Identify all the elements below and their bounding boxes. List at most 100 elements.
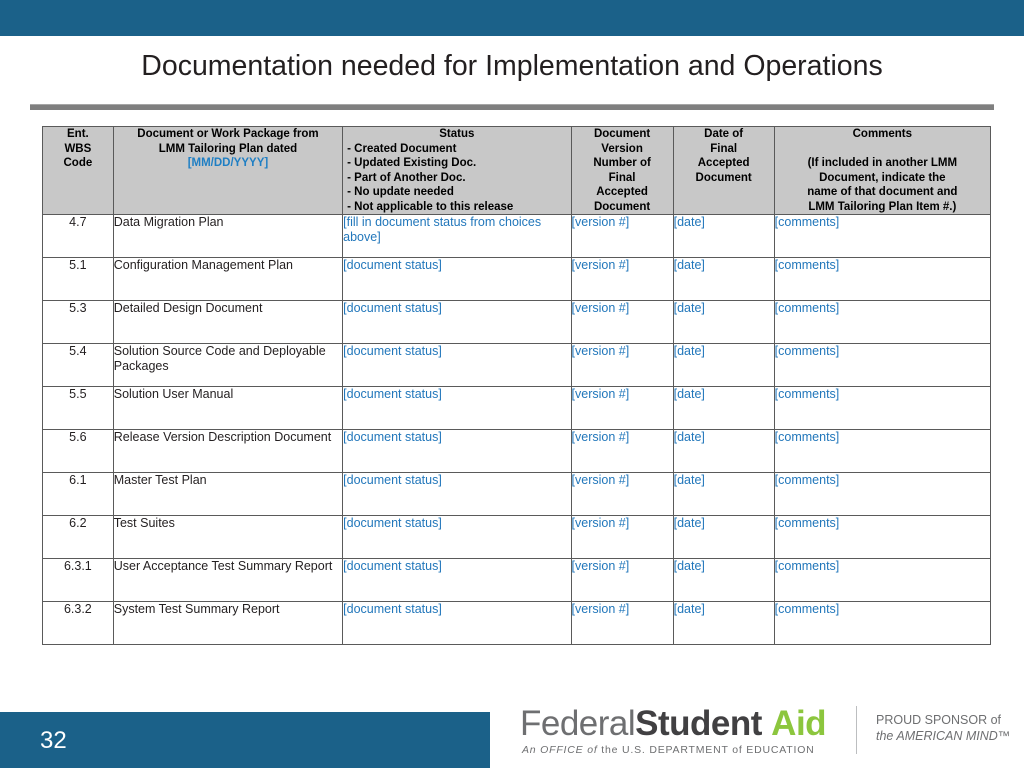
fsa-subtitle-rest: the U.S. DEPARTMENT of EDUCATION [601, 744, 815, 756]
wbs-header-line1: Ent. [67, 128, 89, 140]
wbs-header-line3: Code [63, 157, 93, 169]
document-header-line1: Document or Work Package from [137, 128, 319, 140]
cell-version[interactable]: [version #] [570, 515, 674, 559]
cell-wbs: 5.6 [42, 429, 114, 473]
status-header-title: Status [439, 128, 475, 140]
cell-document: User Acceptance Test Summary Report [112, 558, 344, 602]
cell-wbs: 6.3.1 [42, 558, 114, 602]
table-row: 6.1 Master Test Plan [document status] [… [42, 472, 992, 516]
status-option-4: - No update needed [347, 186, 454, 198]
cell-document: Detailed Design Document [112, 300, 344, 344]
document-header-date-token: [MM/DD/YYYY] [187, 157, 269, 169]
cell-status[interactable]: [document status] [342, 386, 572, 430]
cell-comments[interactable]: [comments] [773, 214, 992, 258]
column-header-date: Date of Final Accepted Document [672, 126, 775, 215]
fsa-aid-text: Aid [771, 704, 827, 743]
cell-date[interactable]: [date] [672, 300, 775, 344]
cell-date[interactable]: [date] [672, 386, 775, 430]
cell-version[interactable]: [version #] [570, 386, 674, 430]
cell-version[interactable]: [version #] [570, 429, 674, 473]
top-accent-bar [0, 0, 1024, 36]
table-row: 5.5 Solution User Manual [document statu… [42, 386, 992, 430]
cell-document: Solution Source Code and Deployable Pack… [112, 343, 344, 387]
documentation-table-wrap: Ent. WBS Code Document or Work Package f… [42, 126, 992, 645]
table-row: 6.2 Test Suites [document status] [versi… [42, 515, 992, 559]
cell-comments[interactable]: [comments] [773, 601, 992, 645]
date-header-line2: Final [710, 142, 738, 155]
cell-comments[interactable]: [comments] [773, 558, 992, 602]
cell-date[interactable]: [date] [672, 515, 775, 559]
cell-status[interactable]: [document status] [342, 343, 572, 387]
cell-status[interactable]: [document status] [342, 257, 572, 301]
table-header: Ent. WBS Code Document or Work Package f… [42, 126, 992, 215]
table-row: 4.7 Data Migration Plan [fill in documen… [42, 214, 992, 258]
cell-comments[interactable]: [comments] [773, 386, 992, 430]
cell-date[interactable]: [date] [672, 601, 775, 645]
documentation-table: Ent. WBS Code Document or Work Package f… [42, 126, 992, 645]
status-option-1: - Created Document [347, 142, 457, 155]
cell-status[interactable]: [document status] [342, 300, 572, 344]
cell-status[interactable]: [fill in document status from choices ab… [342, 214, 572, 258]
fsa-logo-wordmark: FederalStudent Aid [520, 704, 827, 744]
cell-comments[interactable]: [comments] [773, 429, 992, 473]
comments-header-line3: Document, indicate the [819, 171, 946, 184]
cell-date[interactable]: [date] [672, 214, 775, 258]
cell-version[interactable]: [version #] [570, 601, 674, 645]
cell-date[interactable]: [date] [672, 429, 775, 473]
cell-document: Configuration Management Plan [112, 257, 344, 301]
cell-comments[interactable]: [comments] [773, 300, 992, 344]
date-header-line3: Accepted [697, 157, 750, 169]
cell-document: Release Version Description Document [112, 429, 344, 473]
version-header-line6: Document [593, 200, 651, 213]
fsa-logo: FederalStudent Aid An OFFICE of the U.S.… [520, 700, 1020, 768]
cell-date[interactable]: [date] [672, 257, 775, 301]
table-row: 6.3.1 User Acceptance Test Summary Repor… [42, 558, 992, 602]
fsa-logo-subtitle: An OFFICE of the U.S. DEPARTMENT of EDUC… [522, 744, 815, 756]
status-option-3: - Part of Another Doc. [347, 171, 466, 184]
wbs-header-line2: WBS [64, 142, 92, 155]
table-row: 5.6 Release Version Description Document… [42, 429, 992, 473]
cell-document: System Test Summary Report [112, 601, 344, 645]
cell-date[interactable]: [date] [672, 343, 775, 387]
cell-version[interactable]: [version #] [570, 558, 674, 602]
footer-bar [0, 712, 490, 768]
cell-status[interactable]: [document status] [342, 601, 572, 645]
cell-document: Test Suites [112, 515, 344, 559]
table-row: 5.3 Detailed Design Document [document s… [42, 300, 992, 344]
version-header-line2: Version [601, 142, 643, 155]
cell-wbs: 5.1 [42, 257, 114, 301]
cell-comments[interactable]: [comments] [773, 472, 992, 516]
cell-comments[interactable]: [comments] [773, 515, 992, 559]
cell-date[interactable]: [date] [672, 472, 775, 516]
cell-status[interactable]: [document status] [342, 558, 572, 602]
cell-version[interactable]: [version #] [570, 300, 674, 344]
cell-wbs: 6.3.2 [42, 601, 114, 645]
column-header-comments: Comments (If included in another LMM Doc… [773, 126, 992, 215]
column-header-document: Document or Work Package from LMM Tailor… [112, 126, 344, 215]
version-header-line5: Accepted [596, 186, 648, 198]
column-header-status: Status - Created Document - Updated Exis… [342, 126, 572, 215]
cell-status[interactable]: [document status] [342, 472, 572, 516]
cell-version[interactable]: [version #] [570, 472, 674, 516]
cell-comments[interactable]: [comments] [773, 343, 992, 387]
cell-document: Data Migration Plan [112, 214, 344, 258]
fsa-federal-text: Federal [520, 704, 636, 743]
comments-header-line4: name of that document and [807, 186, 958, 198]
title-divider [30, 104, 994, 110]
cell-wbs: 6.2 [42, 515, 114, 559]
cell-version[interactable]: [version #] [570, 214, 674, 258]
page-title: Documentation needed for Implementation … [141, 50, 883, 82]
cell-document: Solution User Manual [112, 386, 344, 430]
cell-comments[interactable]: [comments] [773, 257, 992, 301]
fsa-student-text: Student [635, 704, 762, 743]
cell-status[interactable]: [document status] [342, 515, 572, 559]
cell-wbs: 4.7 [42, 214, 114, 258]
cell-status[interactable]: [document status] [342, 429, 572, 473]
table-row: 5.4 Solution Source Code and Deployable … [42, 343, 992, 387]
cell-version[interactable]: [version #] [570, 343, 674, 387]
cell-version[interactable]: [version #] [570, 257, 674, 301]
cell-wbs: 5.4 [42, 343, 114, 387]
cell-date[interactable]: [date] [672, 558, 775, 602]
date-header-line1: Date of [704, 128, 744, 140]
